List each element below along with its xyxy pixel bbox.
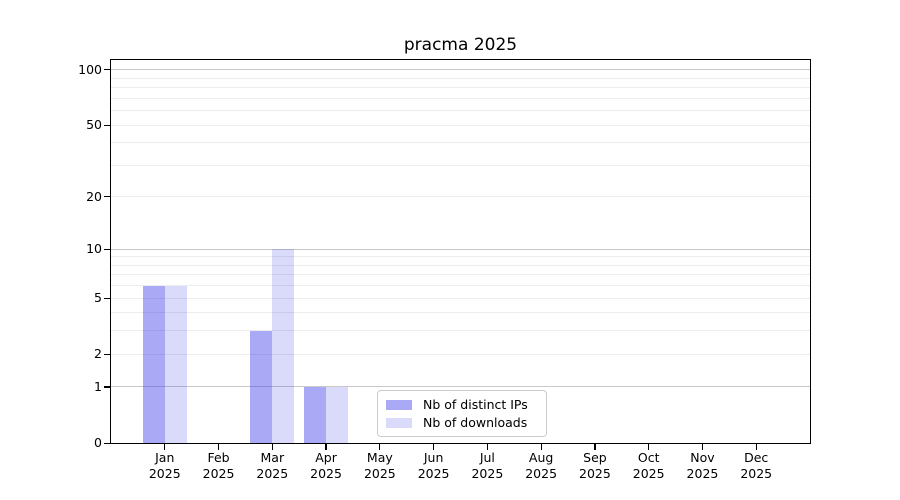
x-tick-apr bbox=[325, 444, 327, 450]
gridline-8 bbox=[111, 264, 810, 266]
x-tick-label-aug: Aug 2025 bbox=[525, 450, 558, 481]
chart-title: pracma 2025 bbox=[403, 35, 518, 55]
gridline-4 bbox=[111, 312, 810, 314]
y-tick-100 bbox=[104, 69, 110, 71]
bar-nb-of-distinct-ips-mar bbox=[250, 330, 273, 443]
gridline-5 bbox=[111, 297, 810, 299]
plot-area bbox=[110, 59, 811, 444]
x-tick-label-dec: Dec 2025 bbox=[740, 450, 773, 481]
y-tick-2 bbox=[104, 353, 110, 355]
y-tick-label-100: 100 bbox=[78, 61, 102, 77]
y-tick-label-10: 10 bbox=[86, 241, 102, 257]
gridline-80 bbox=[111, 87, 810, 89]
x-tick-oct bbox=[648, 444, 650, 450]
y-tick-0 bbox=[104, 442, 110, 444]
gridline-7 bbox=[111, 274, 810, 276]
gridline-60 bbox=[111, 110, 810, 112]
legend-entry-distinct-ips: Nb of distinct IPs bbox=[386, 397, 538, 412]
y-tick-label-1: 1 bbox=[94, 378, 102, 394]
x-tick-label-jan: Jan 2025 bbox=[148, 450, 181, 481]
gridline-40 bbox=[111, 142, 810, 144]
gridline-3 bbox=[111, 330, 810, 332]
x-tick-label-nov: Nov 2025 bbox=[686, 450, 719, 481]
y-tick-label-2: 2 bbox=[94, 346, 102, 362]
legend-swatch-distinct-ips bbox=[386, 399, 412, 410]
gridline-90 bbox=[111, 77, 810, 79]
x-tick-mar bbox=[271, 444, 273, 450]
gridline-1 bbox=[111, 386, 810, 388]
y-tick-1 bbox=[104, 386, 110, 388]
x-tick-label-jun: Jun 2025 bbox=[417, 450, 450, 481]
gridline-2 bbox=[111, 353, 810, 355]
x-tick-label-jul: Jul 2025 bbox=[471, 450, 504, 481]
y-tick-50 bbox=[104, 124, 110, 126]
x-tick-label-feb: Feb 2025 bbox=[202, 450, 235, 481]
gridline-6 bbox=[111, 285, 810, 287]
x-tick-dec bbox=[755, 444, 757, 450]
y-tick-label-50: 50 bbox=[86, 117, 102, 133]
y-tick-label-5: 5 bbox=[94, 290, 102, 306]
gridline-10 bbox=[111, 248, 810, 250]
x-tick-label-may: May 2025 bbox=[363, 450, 396, 481]
y-tick-label-0: 0 bbox=[94, 435, 102, 450]
legend-label-distinct-ips: Nb of distinct IPs bbox=[423, 397, 528, 412]
bar-nb-of-downloads-apr bbox=[326, 386, 349, 443]
x-tick-jan bbox=[164, 444, 166, 450]
x-tick-label-apr: Apr 2025 bbox=[310, 450, 342, 481]
gridline-100 bbox=[111, 69, 810, 71]
gridline-50 bbox=[111, 124, 810, 126]
x-tick-may bbox=[379, 444, 381, 450]
x-tick-jun bbox=[433, 444, 435, 450]
y-tick-20 bbox=[104, 196, 110, 198]
bar-nb-of-downloads-jan bbox=[164, 285, 187, 443]
bar-nb-of-distinct-ips-jan bbox=[142, 285, 165, 443]
legend-swatch-downloads bbox=[386, 417, 412, 428]
legend: Nb of distinct IPs Nb of downloads bbox=[377, 390, 547, 437]
gridline-70 bbox=[111, 97, 810, 99]
y-tick-5 bbox=[104, 297, 110, 299]
x-tick-label-oct: Oct 2025 bbox=[632, 450, 665, 481]
gridline-30 bbox=[111, 164, 810, 166]
x-tick-feb bbox=[217, 444, 220, 450]
bar-nb-of-downloads-mar bbox=[272, 249, 295, 443]
gridline-9 bbox=[111, 256, 810, 258]
x-tick-nov bbox=[701, 444, 704, 450]
y-tick-label-20: 20 bbox=[86, 188, 102, 204]
legend-label-downloads: Nb of downloads bbox=[423, 415, 528, 430]
x-tick-aug bbox=[540, 444, 542, 450]
gridline-20 bbox=[111, 196, 810, 198]
x-tick-jul bbox=[486, 444, 488, 450]
x-tick-label-mar: Mar 2025 bbox=[256, 450, 289, 481]
y-tick-10 bbox=[104, 248, 110, 250]
legend-entry-downloads: Nb of downloads bbox=[386, 415, 538, 430]
bar-nb-of-distinct-ips-apr bbox=[304, 386, 327, 443]
x-tick-label-sep: Sep 2025 bbox=[579, 450, 611, 481]
x-tick-sep bbox=[594, 444, 596, 450]
